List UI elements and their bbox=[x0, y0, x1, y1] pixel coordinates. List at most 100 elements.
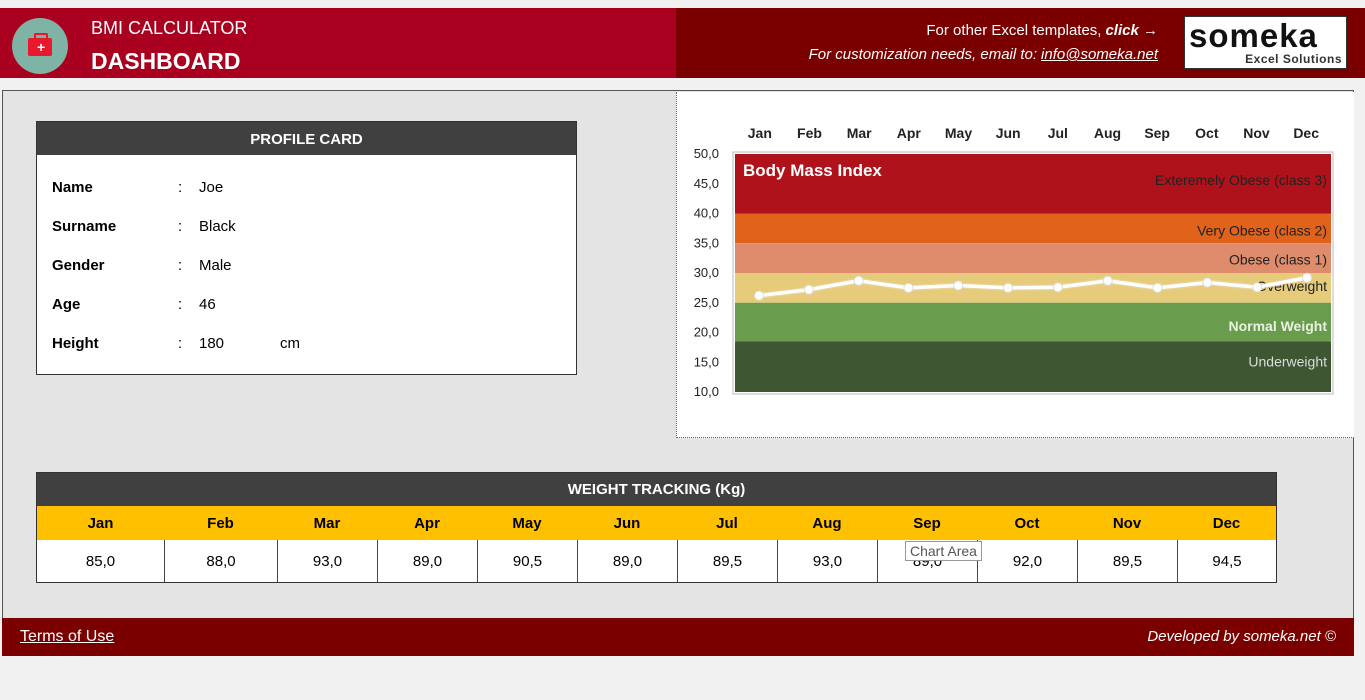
x-tick-label: Feb bbox=[797, 125, 822, 141]
bmi-band bbox=[735, 213, 1331, 244]
x-tick-label: Jul bbox=[1048, 125, 1068, 141]
bmi-band-label: Normal Weight bbox=[1228, 318, 1327, 334]
month-header-cell: Nov bbox=[1112, 515, 1142, 532]
logo-sub: Excel Solutions bbox=[1245, 52, 1342, 66]
profile-label: Age bbox=[52, 296, 81, 313]
x-tick-label: Apr bbox=[897, 125, 922, 141]
weight-value-cell[interactable]: 88,0 bbox=[164, 540, 277, 582]
y-tick-label: 40,0 bbox=[694, 206, 719, 221]
logo-main: someka bbox=[1189, 17, 1318, 54]
profile-label: Height bbox=[52, 335, 99, 352]
bmi-band bbox=[735, 154, 1331, 214]
bmi-band bbox=[735, 243, 1331, 273]
month-header-cell: Feb bbox=[207, 515, 234, 532]
weight-value-cell[interactable]: 93,0 bbox=[777, 540, 877, 582]
month-header-cell: Jan bbox=[87, 515, 114, 532]
bmi-point bbox=[1152, 282, 1163, 293]
x-tick-label: Aug bbox=[1094, 125, 1121, 141]
medical-kit-icon: + bbox=[12, 18, 68, 74]
profile-value: 180 bbox=[199, 335, 225, 352]
chart-title: Body Mass Index bbox=[743, 161, 882, 180]
x-tick-label: May bbox=[945, 125, 972, 141]
email-link[interactable]: info@someka.net bbox=[1041, 46, 1158, 63]
bmi-band bbox=[735, 302, 1331, 342]
y-tick-label: 30,0 bbox=[694, 265, 719, 280]
bmi-band-label: Exteremely Obese (class 3) bbox=[1155, 172, 1327, 188]
weight-tracking-months-row: Jan Feb Mar Apr May Jun Jul Aug Sep Oct Nov Dec bbox=[37, 506, 1276, 540]
customization-text: For customization needs, email to: bbox=[808, 46, 1038, 63]
bmi-point bbox=[1003, 282, 1014, 293]
terms-of-use-link[interactable]: Terms of Use bbox=[20, 628, 115, 645]
bmi-point bbox=[803, 284, 814, 295]
weight-value-cell[interactable]: 85,0 bbox=[85, 553, 116, 570]
bmi-point bbox=[903, 282, 914, 293]
bmi-band bbox=[735, 341, 1331, 392]
app-title: BMI CALCULATOR bbox=[91, 18, 248, 38]
weight-value-cell[interactable]: 89,5 bbox=[1077, 540, 1177, 582]
bmi-point bbox=[1202, 277, 1213, 288]
bmi-point bbox=[1052, 282, 1063, 293]
month-header-cell: Jun bbox=[613, 515, 641, 532]
bmi-line bbox=[758, 276, 1308, 298]
profile-value: Joe bbox=[199, 179, 224, 196]
bmi-point bbox=[754, 290, 764, 301]
y-tick-label: 45,0 bbox=[694, 176, 719, 191]
weight-value-cell[interactable]: 92,0 bbox=[977, 540, 1077, 582]
x-tick-label: Sep bbox=[1144, 125, 1170, 141]
profile-unit: cm bbox=[280, 335, 300, 352]
templates-text: For other Excel templates, bbox=[926, 22, 1102, 39]
chart-area-tooltip: Chart Area bbox=[905, 541, 982, 561]
bmi-point bbox=[1252, 282, 1263, 293]
weight-value-cell[interactable]: 89,0 bbox=[377, 540, 477, 582]
weight-value-cell[interactable]: 89,0 bbox=[577, 540, 677, 582]
header-left bbox=[0, 8, 676, 78]
profile-label: Name bbox=[52, 179, 93, 196]
y-tick-label: 20,0 bbox=[694, 325, 719, 340]
weight-value-cell[interactable]: 89,5 bbox=[677, 540, 777, 582]
bmi-point bbox=[1102, 275, 1113, 286]
month-header-cell: May bbox=[512, 515, 542, 532]
footer: Terms of Use Developed by someka.net © bbox=[2, 618, 1354, 656]
y-tick-label: 25,0 bbox=[694, 295, 719, 310]
bmi-band-label: Very Obese (class 2) bbox=[1197, 223, 1327, 239]
bmi-band-label: Underweight bbox=[1248, 353, 1327, 369]
developed-by-text: Developed by someka.net © bbox=[1147, 628, 1336, 645]
weight-tracking-table: WEIGHT TRACKING (Kg) Jan Feb Mar Apr May Jun J… bbox=[36, 472, 1277, 583]
month-header-cell: Mar bbox=[313, 515, 341, 532]
profile-card-title: PROFILE CARD bbox=[37, 122, 576, 155]
month-header-cell: Jul bbox=[716, 515, 738, 532]
month-header-cell: Apr bbox=[414, 515, 440, 532]
x-tick-label: Jan bbox=[748, 125, 772, 141]
x-tick-label: Dec bbox=[1293, 125, 1319, 141]
templates-link[interactable]: click → bbox=[1105, 22, 1158, 39]
bmi-band-label: Obese (class 1) bbox=[1229, 251, 1327, 267]
profile-value: Male bbox=[199, 257, 232, 274]
bmi-point bbox=[953, 280, 964, 291]
bmi-point bbox=[1302, 272, 1312, 283]
x-tick-label: Mar bbox=[847, 125, 872, 141]
weight-value-cell[interactable]: 90,5 bbox=[477, 540, 577, 582]
bmi-chart[interactable]: Exteremely Obese (class 3) Very Obese (cl… bbox=[677, 92, 1353, 436]
customization-line: For customization needs, email to: info@s… bbox=[809, 46, 1158, 63]
month-header-cell: Aug bbox=[812, 515, 842, 532]
y-tick-label: 35,0 bbox=[694, 235, 719, 250]
x-tick-label: Jun bbox=[996, 125, 1021, 141]
y-tick-label: 50,0 bbox=[694, 146, 719, 161]
bmi-point bbox=[853, 275, 864, 286]
weight-tracking-values-row: 85,0 88,0 93,0 89,0 90,5 89,0 89,5 93,0 89,0 92,0… bbox=[37, 540, 1276, 582]
weight-value-cell[interactable]: 93,0 bbox=[277, 540, 377, 582]
weight-value-cell[interactable]: 94,5 bbox=[1177, 540, 1276, 582]
profile-value: Black bbox=[199, 218, 236, 235]
someka-logo[interactable]: someka Excel Solutions bbox=[1184, 16, 1347, 69]
profile-value: 46 bbox=[199, 296, 216, 313]
templates-line: For other Excel templates, click → bbox=[926, 22, 1158, 39]
y-tick-label: 15,0 bbox=[694, 354, 719, 369]
month-header-cell: Oct bbox=[1014, 515, 1040, 532]
profile-label: Surname bbox=[52, 218, 117, 235]
bmi-chart-area[interactable]: Exteremely Obese (class 3) Very Obese (cl… bbox=[676, 92, 1354, 438]
month-header-cell: Sep bbox=[913, 515, 941, 532]
profile-label: Gender bbox=[52, 257, 105, 274]
page-title: DASHBOARD bbox=[91, 48, 241, 74]
x-tick-label: Oct bbox=[1195, 125, 1219, 141]
month-header-cell: Dec bbox=[1212, 515, 1241, 532]
